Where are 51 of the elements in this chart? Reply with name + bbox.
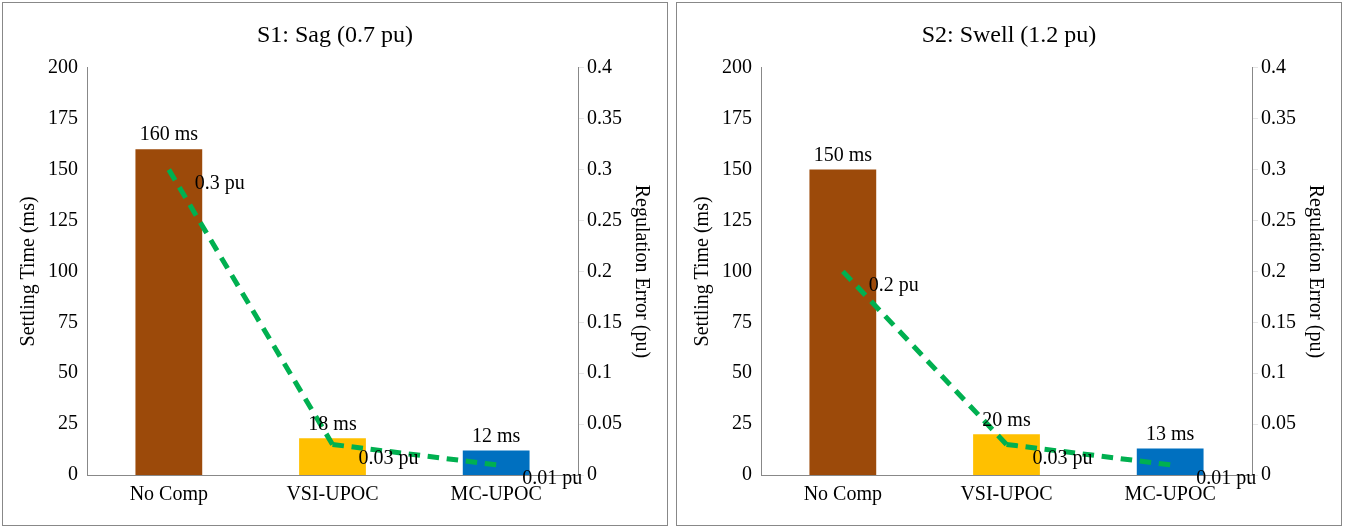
y2-tick-label: 0.1: [587, 360, 612, 383]
y-tick-label: 100: [48, 258, 78, 281]
y-tick-label: 200: [48, 55, 78, 78]
y2-tick-label: 0.25: [587, 207, 622, 230]
data-label: 160 ms: [139, 122, 199, 145]
y2-tick-label: 0.2: [1261, 258, 1286, 281]
data-label: 12 ms: [471, 423, 521, 446]
x-tick-label: VSI-UPOC: [286, 482, 379, 505]
y2-tick-label: 0.05: [587, 411, 622, 434]
x-tick-label: No Comp: [129, 482, 209, 506]
y-tick-label: 0: [68, 462, 78, 485]
y-axis-title: Settling Time (ms): [16, 196, 40, 347]
y-tick-label: 125: [48, 207, 78, 230]
y-tick-label: 0: [742, 462, 752, 485]
y-tick-label: 75: [732, 309, 752, 332]
y2-tick-label: 0.35: [587, 105, 622, 128]
x-tick-label: VSI-UPOC: [960, 482, 1053, 505]
data-label: 150 ms: [813, 142, 873, 165]
y2-tick-label: 0.25: [1261, 207, 1296, 230]
y-tick-label: 150: [48, 156, 78, 179]
x-tick-label: No Comp: [803, 482, 883, 506]
y2-axis-title: Regulation Error (pu): [1304, 184, 1328, 359]
y2-tick-label: 0: [587, 462, 597, 485]
data-label: 20 ms: [982, 407, 1031, 430]
y-tick-label: 50: [58, 360, 78, 383]
y-tick-label: 200: [722, 55, 752, 78]
data-label: 13 ms: [1145, 421, 1195, 444]
y-tick-label: 75: [58, 309, 78, 332]
y2-tick-label: 0.3: [587, 156, 612, 179]
y-tick-label: 175: [722, 105, 752, 128]
chart-title: S2: Swell (1.2 pu): [921, 20, 1097, 47]
y-tick-label: 25: [732, 411, 752, 434]
y-tick-label: 150: [722, 156, 752, 179]
y2-tick-label: 0.4: [587, 55, 612, 78]
y2-tick-label: 0.3: [1261, 156, 1286, 179]
y2-tick-label: 0.35: [1261, 105, 1296, 128]
y2-tick-label: 0.1: [1261, 360, 1286, 383]
y-tick-label: 125: [722, 207, 752, 230]
y2-tick-label: 0.15: [587, 309, 622, 332]
y-tick-label: 175: [48, 105, 78, 128]
y-tick-label: 50: [732, 360, 752, 383]
y2-tick-label: 0.15: [1261, 309, 1296, 332]
y2-tick-label: 0.2: [587, 258, 612, 281]
chart-title: S1: Sag (0.7 pu): [257, 20, 413, 47]
y2-tick-label: 0.4: [1261, 55, 1286, 78]
y2-axis-title: Regulation Error (pu): [630, 184, 654, 359]
y-tick-label: 25: [58, 411, 78, 434]
y2-tick-label: 0.05: [1261, 411, 1296, 434]
y2-tick-label: 0: [1261, 462, 1271, 485]
y-tick-label: 100: [722, 258, 752, 281]
y-axis-title: Settling Time (ms): [690, 196, 714, 347]
